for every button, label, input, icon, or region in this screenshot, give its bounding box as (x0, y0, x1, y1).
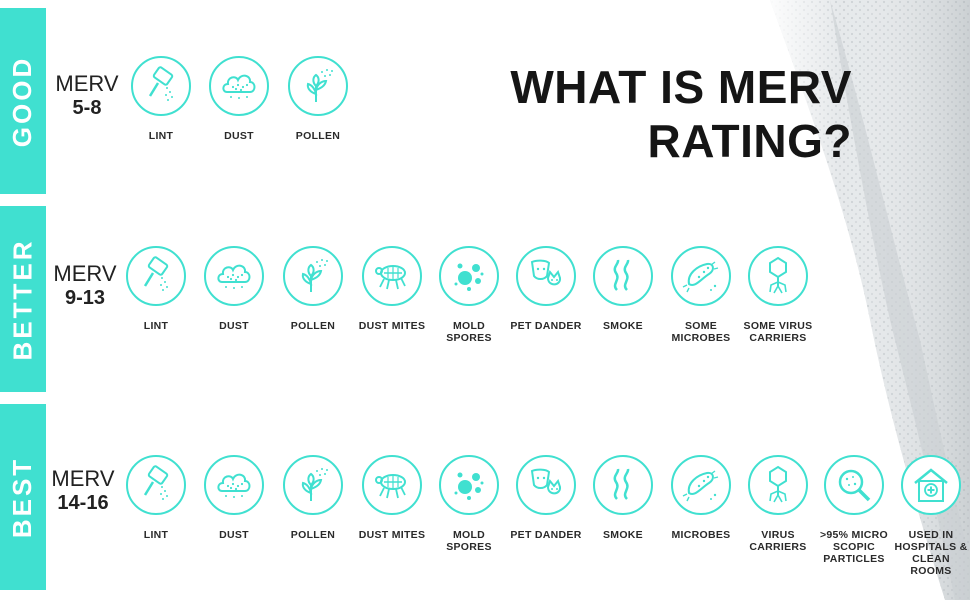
contaminant-item: PET DANDER (507, 246, 585, 332)
mold-spores-icon (439, 246, 499, 306)
pet-dander-icon (516, 246, 576, 306)
magnifier-particles-icon (824, 455, 884, 515)
contaminant-label: SOME MICROBES (671, 320, 731, 344)
tier-band-better: BETTER (0, 206, 46, 392)
contaminant-item: SMOKE (584, 246, 662, 332)
contaminant-item: SOME VIRUS CARRIERS (739, 246, 817, 344)
contaminant-item: SOME MICROBES (662, 246, 740, 344)
contaminant-item: MOLD SPORES (430, 455, 508, 553)
merv-label: MERV (51, 466, 115, 491)
contaminant-label: SMOKE (602, 320, 643, 332)
contaminant-label: PET DANDER (510, 320, 582, 332)
microbes-icon (671, 455, 731, 515)
tier-band-best: BEST (0, 404, 46, 590)
dust-cloud-icon (204, 246, 264, 306)
pollen-flower-icon (283, 246, 343, 306)
contaminant-item: DUST (195, 246, 273, 332)
contaminant-item: LINT (117, 455, 195, 541)
contaminant-label: MOLD SPORES (446, 529, 492, 553)
contaminant-item: POLLEN (279, 56, 357, 142)
contaminant-label: >95% MICRO SCOPIC PARTICLES (819, 529, 889, 565)
smoke-icon (593, 455, 653, 515)
contaminant-label: SMOKE (602, 529, 643, 541)
tier-band-label: BEST (7, 456, 38, 538)
merv-range: 5-8 (72, 97, 102, 119)
contaminant-item: DUST (195, 455, 273, 541)
contaminant-label: DUST (219, 529, 249, 541)
contaminant-item: DUST MITES (353, 455, 431, 541)
contaminant-label: DUST MITES (358, 320, 426, 332)
contaminant-item: DUST MITES (353, 246, 431, 332)
contaminant-label: POLLEN (290, 320, 336, 332)
contaminant-label: USED IN HOSPITALS & CLEAN ROOMS (894, 529, 968, 577)
pet-dander-icon (516, 455, 576, 515)
lint-roller-icon (126, 246, 186, 306)
contaminant-item: SMOKE (584, 455, 662, 541)
tier-band-label: GOOD (7, 55, 38, 147)
tier-band-label: BETTER (7, 238, 38, 360)
contaminant-label: LINT (143, 529, 169, 541)
contaminant-item: LINT (122, 56, 200, 142)
filter-texture-graphic (770, 0, 970, 600)
smoke-icon (593, 246, 653, 306)
contaminant-label: POLLEN (290, 529, 336, 541)
contaminant-label: MOLD SPORES (446, 320, 492, 344)
contaminant-item: DUST (200, 56, 278, 142)
lint-roller-icon (126, 455, 186, 515)
page-title: WHAT IS MERV RATING? (510, 61, 852, 167)
merv-label: MERV (55, 71, 119, 96)
contaminant-label: LINT (148, 130, 174, 142)
contaminant-label: DUST (219, 320, 249, 332)
lint-roller-icon (131, 56, 191, 116)
contaminant-item: PET DANDER (507, 455, 585, 541)
contaminant-item: USED IN HOSPITALS & CLEAN ROOMS (892, 455, 970, 577)
contaminant-item: >95% MICRO SCOPIC PARTICLES (815, 455, 893, 565)
contaminant-label: LINT (143, 320, 169, 332)
merv-rating-best: MERV 14-16 (48, 467, 118, 515)
merv-range: 14-16 (57, 492, 109, 514)
contaminant-item: MOLD SPORES (430, 246, 508, 344)
merv-range: 9-13 (64, 287, 106, 309)
contaminant-item: POLLEN (274, 246, 352, 332)
contaminant-label: MICROBES (671, 529, 731, 541)
merv-label: MERV (53, 261, 117, 286)
contaminant-item: MICROBES (662, 455, 740, 541)
contaminant-item: LINT (117, 246, 195, 332)
dust-mite-icon (362, 455, 422, 515)
merv-rating-good: MERV 5-8 (52, 72, 122, 120)
dust-cloud-icon (209, 56, 269, 116)
mold-spores-icon (439, 455, 499, 515)
contaminant-label: POLLEN (295, 130, 341, 142)
virus-icon (748, 455, 808, 515)
contaminant-label: DUST MITES (358, 529, 426, 541)
virus-icon (748, 246, 808, 306)
contaminant-label: DUST (224, 130, 254, 142)
merv-rating-better: MERV 9-13 (50, 262, 120, 310)
contaminant-label: PET DANDER (510, 529, 582, 541)
pollen-flower-icon (288, 56, 348, 116)
contaminant-label: VIRUS CARRIERS (749, 529, 807, 553)
dust-mite-icon (362, 246, 422, 306)
tier-band-good: GOOD (0, 8, 46, 194)
contaminant-item: VIRUS CARRIERS (739, 455, 817, 553)
microbes-icon (671, 246, 731, 306)
contaminant-label: SOME VIRUS CARRIERS (743, 320, 813, 344)
filter-material-corner (770, 0, 970, 600)
hospital-icon (901, 455, 961, 515)
pollen-flower-icon (283, 455, 343, 515)
dust-cloud-icon (204, 455, 264, 515)
contaminant-item: POLLEN (274, 455, 352, 541)
